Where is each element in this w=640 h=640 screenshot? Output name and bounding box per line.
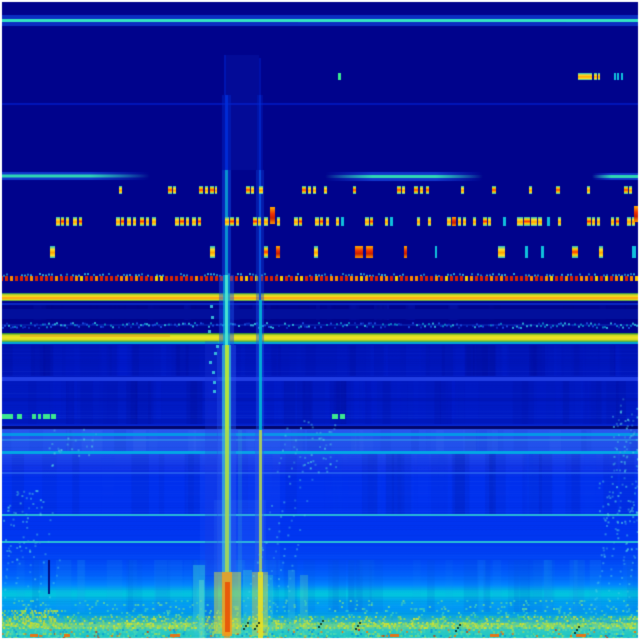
spectrogram-canvas <box>0 0 640 640</box>
spectrogram-image <box>0 0 640 640</box>
